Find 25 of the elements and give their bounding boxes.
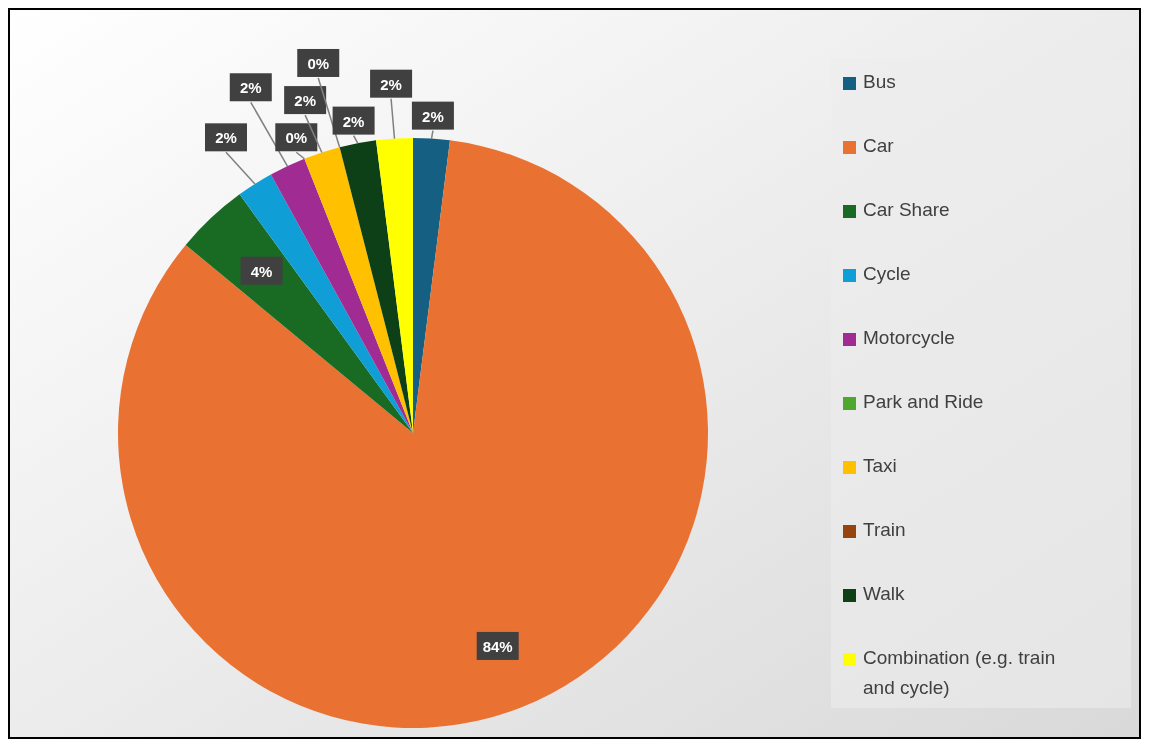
- legend-label: Combination (e.g. train and cycle): [863, 647, 1056, 698]
- legend-label: Motorcycle: [863, 327, 955, 348]
- data-label: 2%: [380, 75, 402, 93]
- pie-slice: [304, 147, 413, 433]
- pie-slice: [185, 194, 413, 433]
- data-label: 2%: [294, 92, 316, 110]
- pie-slice: [270, 158, 413, 433]
- legend-label: Taxi: [863, 455, 897, 476]
- legend-label: Park and Ride: [863, 391, 984, 412]
- pie-slice: [239, 174, 413, 433]
- data-label: 2%: [342, 112, 365, 130]
- legend-label: Walk: [863, 583, 906, 604]
- legend-label: Car Share: [863, 199, 950, 220]
- text: 0%: [307, 54, 330, 72]
- data-label: 2%: [239, 79, 262, 97]
- legend-label: Bus: [863, 71, 896, 92]
- data-label: 4%: [250, 262, 273, 280]
- pie-slice: [339, 140, 413, 433]
- legend-label: Cycle: [863, 263, 911, 284]
- legend-label: Car: [863, 135, 895, 156]
- data-label: 2%: [215, 129, 237, 147]
- text: 0%: [285, 129, 308, 147]
- data-label: 84%: [482, 637, 513, 655]
- legend-label: Train: [863, 519, 906, 540]
- data-label: 2%: [422, 107, 444, 125]
